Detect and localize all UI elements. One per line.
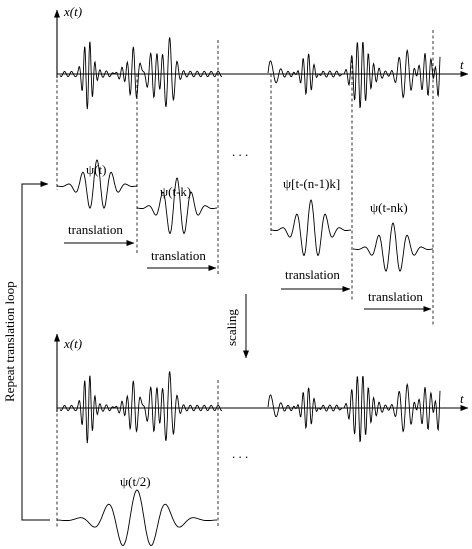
translation-label-4: translation [368,289,423,304]
translation-label-1: translation [68,222,123,237]
wavelet-psi-t-half [56,489,218,547]
psi-t-n1k-label: ψ[t-(n-1)k] [283,176,340,191]
top-ellipsis: . . . [232,144,248,159]
bottom-signal-segment-1 [59,371,223,444]
psi-t-half-label: ψ(t/2) [120,474,151,489]
top-x-of-t-label: x(t) [63,4,82,19]
top-t-label: t [460,57,464,72]
wavelet-psi-t-n1k [270,199,352,257]
bottom-ellipsis: . . . [232,446,248,461]
bottom-t-label: t [460,391,464,406]
scaling-label: scaling [224,309,239,346]
wavelet-psi-t [57,159,137,209]
wavelet-psi-t-nk [353,222,433,272]
bottom-x-of-t-label: x(t) [63,336,82,351]
translation-label-2: translation [151,248,206,263]
wavelet-psi-t-k [136,177,218,235]
bottom-signal-segment-2 [267,376,441,443]
top-signal-segment-2 [267,42,441,109]
repeat-loop-arrow [21,181,50,521]
translation-label-3: translation [285,267,340,282]
psi-t-k-label: ψ(t-k) [160,184,191,199]
psi-t-label: ψ(t) [86,162,106,177]
top-signal-segment-1 [59,37,223,110]
repeat-loop-label: Repeat translation loop [2,281,17,402]
psi-t-nk-label: ψ(t-nk) [370,200,408,215]
